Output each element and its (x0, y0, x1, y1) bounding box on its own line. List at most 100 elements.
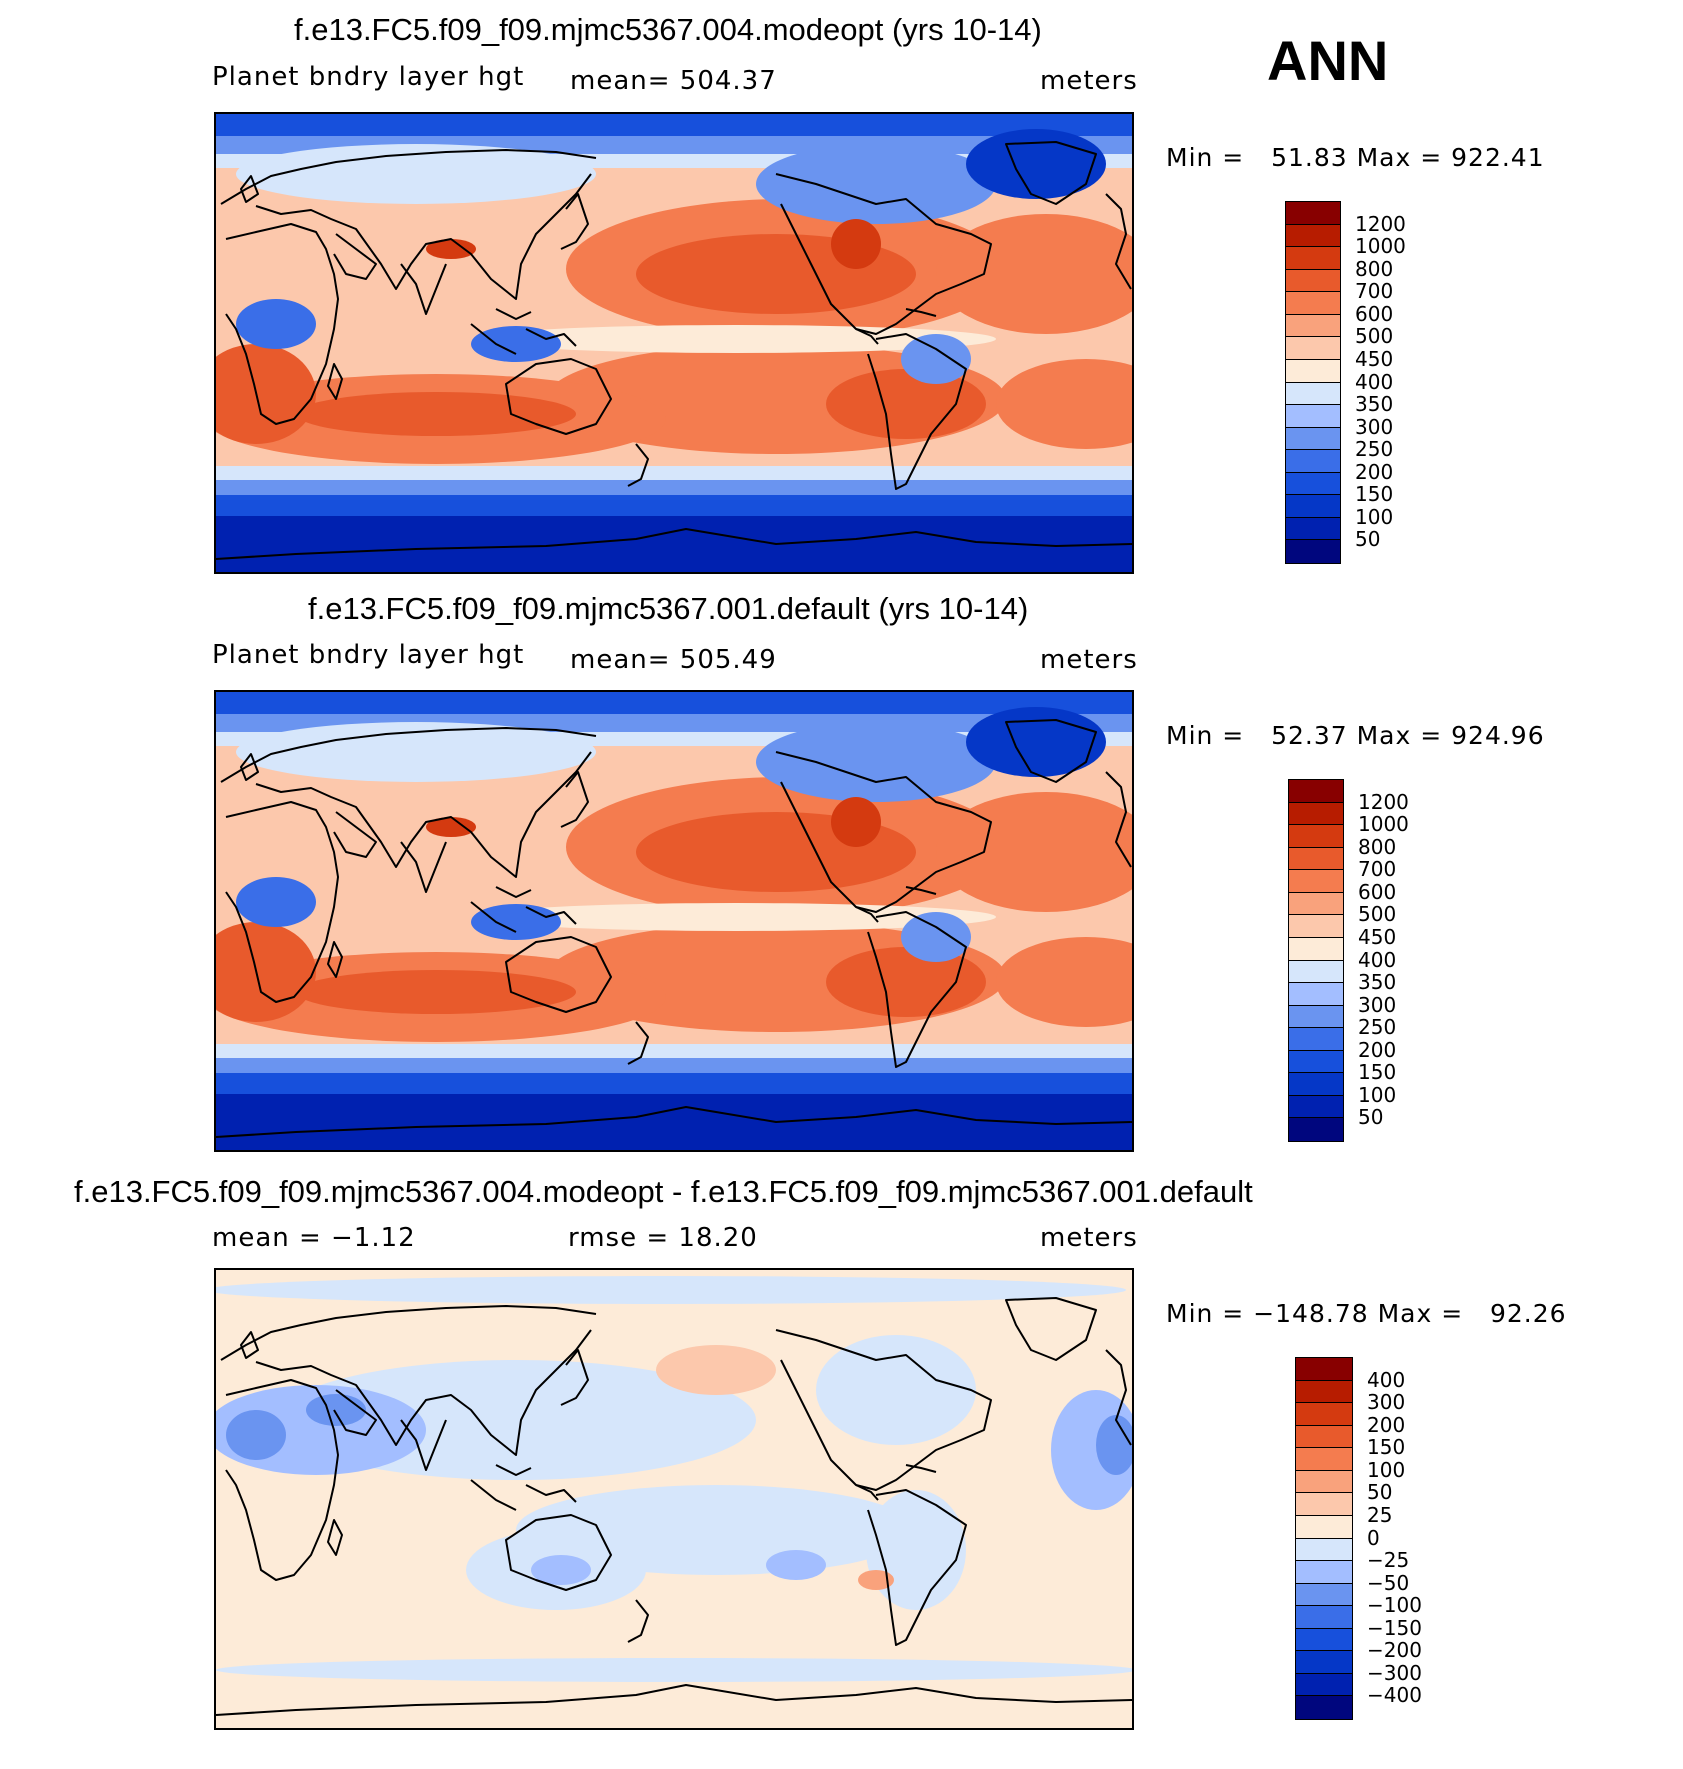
colorbar-swatch (1296, 1696, 1352, 1719)
colorbar-swatch (1296, 1380, 1352, 1404)
colorbar-swatch (1296, 1561, 1352, 1584)
colorbar-swatch (1289, 780, 1343, 803)
panel2-title: f.e13.FC5.f09_f09.mjmc5367.001.default (… (308, 591, 1029, 626)
colorbar-tick-label: 50 (1358, 1105, 1384, 1130)
colorbar-swatch (1286, 247, 1340, 270)
colorbar-tick-label: 150 (1358, 1060, 1397, 1085)
colorbar-swatch (1296, 1538, 1352, 1562)
colorbar-swatch (1286, 292, 1340, 315)
colorbar-swatch (1286, 382, 1340, 406)
colorbar-swatch (1289, 983, 1343, 1006)
colorbar-swatch (1286, 359, 1340, 383)
colorbar-tick-label: 0 (1367, 1525, 1380, 1550)
colorbar-tick-label: 25 (1367, 1502, 1393, 1527)
colorbar-tick-label: −300 (1367, 1660, 1422, 1685)
colorbar-tick-label: −400 (1367, 1683, 1422, 1708)
colorbar-tick-label: 200 (1355, 459, 1394, 484)
colorbar-tick-label: 450 (1358, 924, 1397, 949)
colorbar-tick-label: 100 (1367, 1457, 1406, 1482)
colorbar-swatch (1286, 202, 1340, 225)
colorbar-tick-label: 250 (1355, 437, 1394, 462)
colorbar-tick-label: 800 (1358, 834, 1397, 859)
colorbar-tick-label: 700 (1358, 857, 1397, 882)
colorbar-swatch (1289, 802, 1343, 826)
colorbar-tick-label: −150 (1367, 1615, 1422, 1640)
colorbar-swatch (1289, 1005, 1343, 1029)
colorbar-tick-label: −100 (1367, 1593, 1422, 1618)
colorbar-swatch (1289, 1095, 1343, 1119)
panel3-colorbar (1295, 1357, 1353, 1720)
panel2-units: meters (1040, 645, 1138, 675)
colorbar-tick-label: −200 (1367, 1638, 1422, 1663)
panel1-units: meters (1040, 66, 1138, 96)
colorbar-tick-label: 100 (1355, 504, 1394, 529)
colorbar-swatch (1286, 517, 1340, 541)
colorbar-tick-label: 300 (1355, 414, 1394, 439)
colorbar-tick-label: 1000 (1355, 234, 1406, 259)
colorbar-swatch (1289, 1050, 1343, 1074)
panel3-title: f.e13.FC5.f09_f09.mjmc5367.004.modeopt -… (74, 1174, 1253, 1209)
colorbar-swatch (1289, 1118, 1343, 1141)
panel3-map (214, 1268, 1134, 1730)
colorbar-swatch (1296, 1358, 1352, 1381)
panel3-map-graphic (216, 1270, 1132, 1728)
panel1-mean: mean= 504.37 (570, 66, 777, 96)
colorbar-swatch (1296, 1403, 1352, 1426)
colorbar-tick-label: 350 (1355, 392, 1394, 417)
colorbar-tick-label: 600 (1355, 301, 1394, 326)
colorbar-tick-label: 500 (1355, 324, 1394, 349)
panel2-map-graphic (216, 692, 1132, 1150)
colorbar-swatch (1296, 1583, 1352, 1607)
colorbar-tick-label: 50 (1367, 1480, 1393, 1505)
panel1-minmax: Min = 51.83 Max = 922.41 (1166, 143, 1545, 172)
colorbar-swatch (1296, 1493, 1352, 1516)
colorbar-tick-label: 250 (1358, 1015, 1397, 1040)
colorbar-swatch (1286, 224, 1340, 248)
panel3-mean: mean = −1.12 (212, 1223, 416, 1253)
colorbar-tick-label: −25 (1367, 1548, 1410, 1573)
colorbar-tick-label: 700 (1355, 279, 1394, 304)
colorbar-swatch (1296, 1515, 1352, 1539)
colorbar-swatch (1289, 915, 1343, 938)
colorbar-swatch (1289, 825, 1343, 848)
panel1-variable-label: Planet bndry layer hgt (212, 62, 525, 92)
colorbar-tick-label: 50 (1355, 527, 1381, 552)
colorbar-tick-label: −50 (1367, 1570, 1410, 1595)
colorbar-swatch (1286, 314, 1340, 338)
panel1-map (214, 112, 1134, 574)
colorbar-swatch (1286, 495, 1340, 518)
panel1-title: f.e13.FC5.f09_f09.mjmc5367.004.modeopt (… (294, 12, 1042, 47)
colorbar-swatch (1296, 1606, 1352, 1629)
colorbar-tick-label: 1200 (1355, 211, 1406, 236)
colorbar-swatch (1289, 847, 1343, 871)
colorbar-tick-label: 150 (1367, 1435, 1406, 1460)
colorbar-tick-label: 500 (1358, 902, 1397, 927)
colorbar-tick-label: 150 (1355, 482, 1394, 507)
colorbar-swatch (1286, 269, 1340, 293)
panel2-variable-label: Planet bndry layer hgt (212, 640, 525, 670)
panel1-map-graphic (216, 114, 1132, 572)
season-label: ANN (1267, 29, 1389, 92)
panel3-units: meters (1040, 1223, 1138, 1253)
colorbar-tick-label: 200 (1367, 1412, 1406, 1437)
colorbar-tick-label: 100 (1358, 1082, 1397, 1107)
colorbar-swatch (1289, 937, 1343, 961)
colorbar-swatch (1296, 1628, 1352, 1652)
colorbar-swatch (1286, 337, 1340, 360)
colorbar-swatch (1286, 427, 1340, 451)
colorbar-tick-label: 1200 (1358, 789, 1409, 814)
colorbar-tick-label: 300 (1367, 1390, 1406, 1415)
colorbar-swatch (1289, 1073, 1343, 1096)
colorbar-swatch (1286, 450, 1340, 473)
colorbar-swatch (1286, 405, 1340, 428)
panel1-colorbar (1285, 201, 1341, 564)
colorbar-tick-label: 200 (1358, 1037, 1397, 1062)
colorbar-swatch (1289, 892, 1343, 916)
colorbar-swatch (1286, 472, 1340, 496)
colorbar-swatch (1286, 540, 1340, 563)
colorbar-swatch (1296, 1425, 1352, 1449)
colorbar-swatch (1296, 1651, 1352, 1674)
colorbar-swatch (1289, 870, 1343, 893)
colorbar-tick-label: 400 (1355, 369, 1394, 394)
colorbar-tick-label: 400 (1367, 1367, 1406, 1392)
